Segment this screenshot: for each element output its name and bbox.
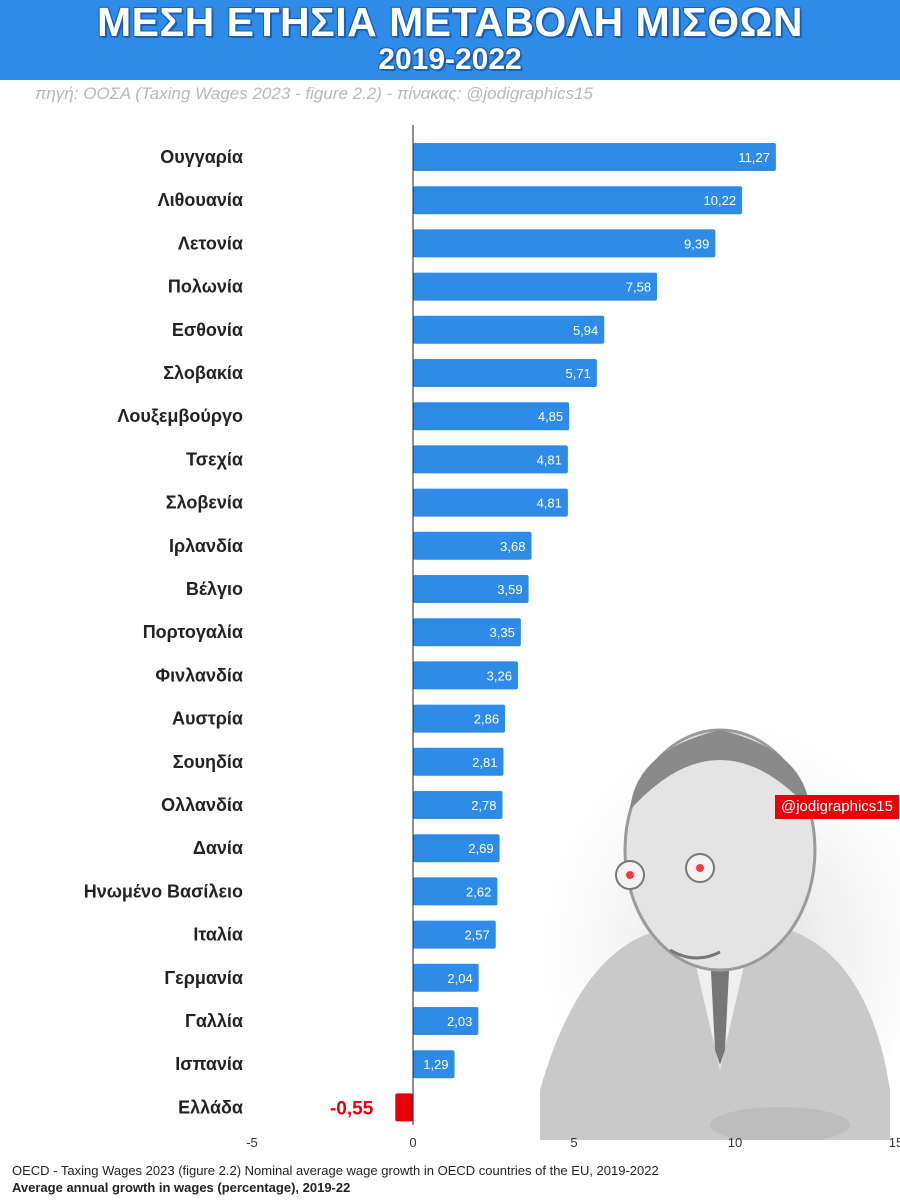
x-tick-label: -5 — [246, 1135, 258, 1150]
value-label: 2,62 — [466, 884, 491, 899]
category-label: Ιρλανδία — [169, 536, 243, 556]
value-label: 10,22 — [704, 193, 737, 208]
category-label: Ουγγαρία — [160, 147, 243, 167]
category-label: Εσθονία — [172, 320, 243, 340]
value-label: 2,78 — [471, 798, 496, 813]
value-label: 4,81 — [537, 496, 562, 511]
value-label: 2,03 — [447, 1014, 472, 1029]
chart-subtitle: 2019-2022 — [378, 43, 522, 76]
bar — [413, 359, 597, 387]
category-label: Βέλγιο — [186, 579, 243, 599]
bar — [395, 1093, 413, 1122]
category-label: Λουξεμβούργο — [117, 406, 243, 427]
bar — [413, 402, 570, 431]
bar — [413, 445, 568, 474]
value-label: 3,35 — [490, 625, 515, 640]
hand-shape — [710, 1107, 850, 1140]
value-label: 9,39 — [684, 236, 709, 251]
value-label: 3,68 — [500, 539, 525, 554]
bar — [413, 229, 716, 258]
category-label: Πορτογαλία — [143, 622, 243, 642]
bar — [413, 963, 479, 992]
category-label: Αυστρία — [172, 709, 243, 729]
value-label: 2,81 — [472, 755, 497, 770]
category-label: Ελλάδα — [178, 1097, 243, 1117]
x-tick-label: 10 — [728, 1135, 742, 1150]
value-label: 2,57 — [464, 928, 489, 943]
bar — [413, 834, 500, 863]
bar — [413, 704, 506, 733]
category-label: Σλοβενία — [166, 493, 243, 513]
bar — [413, 661, 518, 690]
bar — [413, 747, 504, 776]
bar — [413, 920, 496, 949]
chart-title: ΜΕΣΗ ΕΤΗΣΙΑ ΜΕΤΑΒΟΛΗ ΜΙΣΘΩΝ — [97, 0, 803, 45]
bar — [413, 791, 503, 819]
bar — [413, 1007, 479, 1035]
bar — [413, 488, 568, 517]
category-label: Ηνωμένο Βασίλειο — [84, 881, 243, 901]
category-label: Ιταλία — [193, 925, 243, 945]
value-label: 11,27 — [738, 150, 770, 165]
category-label: Ολλανδία — [161, 795, 243, 815]
bar — [413, 315, 605, 344]
value-label: 1,29 — [423, 1057, 448, 1072]
category-label: Γερμανία — [164, 968, 243, 988]
bar — [413, 186, 743, 215]
value-label: 2,04 — [447, 971, 472, 986]
value-label: 3,59 — [497, 582, 522, 597]
category-label: Σλοβακία — [163, 363, 243, 383]
category-label: Φινλανδία — [155, 665, 243, 685]
value-label: 4,81 — [537, 452, 562, 467]
value-label: 4,85 — [538, 409, 563, 424]
value-label: -0,55 — [330, 1098, 374, 1119]
x-tick-label: 0 — [409, 1135, 416, 1150]
watermark-badge: @jodigraphics15 — [775, 795, 899, 819]
x-tick-label: 15 — [889, 1135, 900, 1150]
bar — [413, 531, 532, 560]
category-label: Δανία — [193, 838, 243, 858]
bar — [413, 877, 498, 906]
bar — [413, 1050, 455, 1079]
tie-shape — [710, 952, 730, 1065]
bar — [413, 143, 776, 171]
category-label: Λετονία — [178, 233, 243, 253]
category-label: Λιθουανία — [158, 190, 243, 210]
bar — [413, 618, 521, 647]
value-label: 7,58 — [626, 280, 651, 295]
value-label: 5,71 — [566, 366, 591, 381]
title-banner: ΜΕΣΗ ΕΤΗΣΙΑ ΜΕΤΑΒΟΛΗ ΜΙΣΘΩΝ 2019-2022 — [0, 0, 900, 80]
source-note: πηγή: ΟΟΣΑ (Taxing Wages 2023 - figure 2… — [35, 84, 593, 103]
value-label: 2,69 — [468, 841, 493, 856]
bar-chart: Ουγγαρία Λιθουανία Λετονία Πολωνία Εσθονία Σλ… — [84, 125, 900, 1150]
category-label: Γαλλία — [185, 1011, 243, 1031]
value-label: 2,86 — [474, 712, 499, 727]
footer-note: OECD - Taxing Wages 2023 (figure 2.2) No… — [12, 1163, 659, 1178]
category-label: Τσεχία — [186, 449, 243, 469]
bar — [413, 575, 529, 603]
bar — [413, 272, 658, 301]
x-tick-label: 5 — [570, 1135, 577, 1150]
category-label: Πολωνία — [168, 277, 243, 297]
category-label: Ισπανία — [175, 1054, 243, 1074]
footer-subnote: Average annual growth in wages (percenta… — [12, 1180, 351, 1195]
value-label: 3,26 — [487, 668, 512, 683]
value-label: 5,94 — [573, 323, 598, 338]
category-label: Σουηδία — [173, 752, 243, 772]
